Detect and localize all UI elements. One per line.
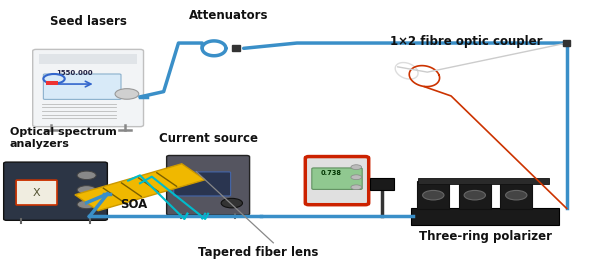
- FancyBboxPatch shape: [4, 162, 108, 220]
- FancyBboxPatch shape: [418, 181, 449, 209]
- Circle shape: [351, 175, 362, 180]
- FancyBboxPatch shape: [33, 49, 144, 127]
- Text: Optical spectrum
analyzers: Optical spectrum analyzers: [10, 127, 116, 149]
- Circle shape: [77, 186, 96, 194]
- Polygon shape: [75, 164, 205, 211]
- Text: 1550.000: 1550.000: [56, 70, 93, 76]
- Circle shape: [77, 200, 96, 209]
- FancyBboxPatch shape: [418, 178, 549, 184]
- Circle shape: [221, 198, 242, 208]
- FancyBboxPatch shape: [500, 181, 532, 209]
- FancyBboxPatch shape: [173, 172, 230, 196]
- Circle shape: [77, 171, 96, 180]
- FancyBboxPatch shape: [370, 178, 394, 190]
- Circle shape: [423, 190, 444, 200]
- Bar: [232, 45, 240, 51]
- Bar: [39, 54, 137, 64]
- Text: 0.738: 0.738: [321, 170, 342, 176]
- Circle shape: [351, 185, 362, 190]
- Circle shape: [351, 165, 362, 169]
- Circle shape: [464, 190, 485, 200]
- Bar: [563, 40, 570, 46]
- FancyBboxPatch shape: [459, 181, 491, 209]
- Text: Current source: Current source: [159, 132, 258, 145]
- Text: SOA: SOA: [121, 198, 148, 211]
- Text: Seed lasers: Seed lasers: [50, 15, 127, 28]
- Text: Attenuators: Attenuators: [189, 9, 268, 22]
- FancyBboxPatch shape: [312, 168, 362, 189]
- Text: Three-ring polarizer: Three-ring polarizer: [419, 230, 552, 243]
- FancyBboxPatch shape: [167, 156, 249, 215]
- Text: X: X: [33, 188, 40, 198]
- Text: 1×2 fibre optic coupler: 1×2 fibre optic coupler: [390, 35, 542, 48]
- FancyBboxPatch shape: [16, 180, 57, 205]
- Bar: [46, 81, 58, 85]
- Text: Tapered fiber lens: Tapered fiber lens: [198, 246, 318, 259]
- FancyBboxPatch shape: [305, 157, 369, 205]
- FancyBboxPatch shape: [412, 208, 559, 225]
- Circle shape: [505, 190, 527, 200]
- FancyBboxPatch shape: [43, 74, 121, 99]
- Circle shape: [115, 89, 139, 99]
